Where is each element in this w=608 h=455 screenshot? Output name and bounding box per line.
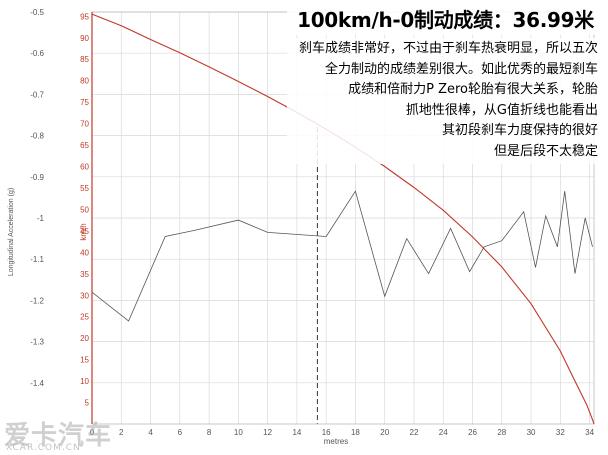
commentary-line: 抓地性很棒，从G值折线也能看出: [405, 102, 598, 118]
y-right-tick-label: 30: [80, 291, 89, 300]
x-tick-label: 24: [439, 428, 448, 437]
x-tick-label: 18: [351, 428, 360, 437]
y-right-tick-label: 35: [80, 270, 89, 279]
y-right-tick-label: 70: [80, 120, 89, 129]
y-left-tick-label: -0.8: [30, 132, 44, 141]
x-tick-label: 32: [556, 428, 565, 437]
commentary-line: 成绩和倍耐力P Zero轮胎有很大关系，轮胎: [348, 82, 598, 97]
y-right-tick-label: 15: [80, 356, 89, 365]
y-left-tick-label: -1.2: [30, 296, 44, 305]
y-axis-right-title: km/h: [79, 223, 88, 240]
y-left-tick-label: -1.3: [30, 338, 44, 347]
y-right-tick-label: 75: [80, 98, 89, 107]
y-left-tick-label: -1.4: [30, 379, 44, 388]
x-tick-label: 28: [497, 428, 506, 437]
commentary-box: 刹车成绩非常好，不过由于刹车热衰明显，所以五次 全力制动的成绩差别很大。如此优秀…: [286, 38, 602, 164]
x-tick-label: 16: [322, 428, 331, 437]
acceleration-line: [91, 190, 593, 322]
x-tick-label: 14: [292, 428, 301, 437]
x-tick-label: 20: [380, 428, 389, 437]
y-axis-left-title: Longitudinal Acceleration (g): [8, 188, 15, 276]
y-right-tick-label: 40: [80, 248, 89, 257]
x-tick-label: 12: [263, 428, 272, 437]
y-left-tick-label: -0.9: [30, 173, 44, 182]
x-tick-label: 2: [119, 428, 124, 437]
y-right-tick-label: 80: [80, 77, 89, 86]
y-left-tick-label: -0.6: [30, 49, 44, 58]
commentary-line: 其初段刹车力度保持的很好: [441, 123, 598, 138]
y-right-tick-label: 45: [80, 227, 89, 236]
x-tick-label: 22: [410, 428, 419, 437]
commentary-line: 但是后段不太稳定: [493, 143, 598, 159]
x-tick-label: 26: [468, 428, 477, 437]
x-tick-label: 4: [148, 428, 153, 437]
watermark-logo: 爱卡汽车: [4, 421, 113, 451]
watermark-url: XCAR.COM.CN: [6, 443, 81, 453]
x-axis-title: metres: [324, 437, 348, 446]
x-tick-label: 30: [527, 428, 536, 437]
headline: 100km/h-0制动成绩：36.99米: [287, 2, 600, 35]
commentary-line: 全力制动的成绩差别很大。如此优秀的最短刹车: [324, 61, 598, 77]
x-tick-label: 8: [207, 428, 212, 437]
y-right-tick-label: 60: [80, 163, 89, 172]
y-right-tick-label: 85: [80, 55, 89, 64]
y-right-tick-label: 25: [80, 313, 89, 322]
x-tick-label: 10: [234, 428, 243, 437]
speed-line: [91, 13, 595, 425]
y-left-tick-label: -0.7: [30, 90, 44, 99]
y-right-tick-label: 90: [80, 34, 89, 43]
y-right-tick-label: 10: [80, 377, 89, 386]
tick-labels: 0 2 4 6 8 10 12 14 16 18 20 22 24 26 28 30 32 34-0.5-0.6-…: [30, 8, 594, 437]
x-tick-label: 0: [90, 428, 95, 437]
x-tick-label: 34: [585, 428, 594, 437]
y-right-tick-label: 5: [85, 399, 90, 408]
commentary-line: 刹车成绩非常好，不过由于刹车热衰明显，所以五次: [298, 41, 598, 56]
y-right-tick-label: 50: [80, 205, 89, 214]
y-right-tick-label: 20: [80, 334, 89, 343]
y-right-tick-label: 95: [80, 12, 89, 21]
y-left-tick-label: -1: [37, 214, 45, 223]
series: [91, 13, 595, 425]
y-left-tick-label: -0.5: [30, 8, 44, 17]
y-left-tick-label: -1.1: [30, 255, 44, 264]
x-tick-label: 6: [178, 428, 183, 437]
y-right-tick-label: 65: [80, 141, 89, 150]
y-right-tick-label: 55: [80, 184, 89, 193]
